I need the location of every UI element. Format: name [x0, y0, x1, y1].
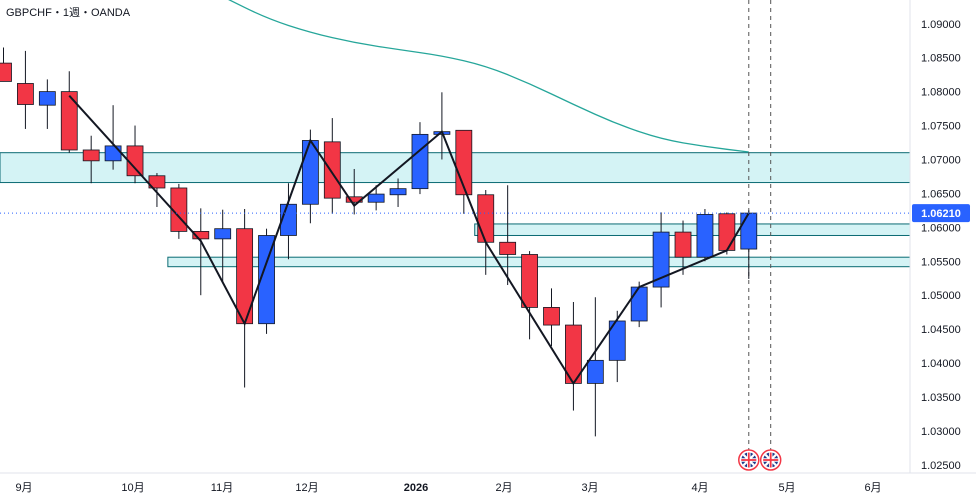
price-tick-label: 1.04500 — [921, 324, 961, 336]
price-tick-label: 1.03500 — [921, 392, 961, 404]
time-axis[interactable]: 9月 10月 11月 12月 2026 2月 3月 4月 5月 6月 — [0, 472, 976, 500]
candle-body — [389, 188, 407, 196]
candle-body — [148, 175, 166, 189]
candle-body — [630, 286, 648, 322]
candle-body — [411, 133, 429, 190]
candle[interactable] — [674, 220, 692, 275]
candle-body — [258, 235, 275, 325]
candle[interactable] — [214, 209, 232, 282]
price-tick-label: 1.05000 — [921, 290, 961, 302]
candle-body — [696, 214, 714, 258]
candle[interactable] — [236, 209, 254, 388]
candle-body — [477, 194, 495, 243]
time-tick-label: 6月 — [864, 482, 881, 494]
candle-body — [740, 212, 758, 250]
time-tick-label: 9月 — [15, 482, 32, 494]
candle-body — [323, 141, 341, 199]
moving-average-layer — [228, 0, 749, 153]
time-tick-label: 5月 — [778, 482, 795, 494]
candle-body — [104, 145, 122, 162]
candle[interactable] — [323, 118, 341, 214]
candle[interactable] — [258, 228, 275, 334]
price-tick-label: 1.08500 — [921, 53, 961, 65]
candle[interactable] — [126, 125, 144, 184]
candle[interactable] — [696, 209, 714, 262]
time-tick-label: 10月 — [121, 482, 144, 494]
uk-flag-icon[interactable] — [738, 449, 760, 471]
candle[interactable] — [499, 185, 517, 286]
candle-body — [521, 254, 538, 308]
candle[interactable] — [192, 208, 210, 296]
time-axis-background — [0, 473, 976, 500]
price-tick-label: 1.05500 — [921, 256, 961, 268]
candle[interactable] — [17, 50, 34, 129]
candle-body — [674, 231, 692, 258]
candle[interactable] — [565, 301, 582, 411]
uk-flag-icon[interactable] — [759, 449, 782, 471]
support-resistance-zone — [167, 256, 911, 268]
candle-body — [17, 83, 34, 105]
candle[interactable] — [543, 288, 560, 347]
candle[interactable] — [718, 212, 736, 255]
price-tick-label: 1.02500 — [921, 460, 961, 472]
price-tick-label: 1.09000 — [921, 19, 961, 31]
candle-body — [214, 228, 232, 240]
candle-body — [586, 359, 604, 384]
price-tick-label: 1.08000 — [921, 87, 961, 99]
candle-body — [82, 149, 100, 162]
candle[interactable] — [652, 212, 670, 308]
candles-layer[interactable] — [0, 47, 758, 437]
candle[interactable] — [60, 71, 78, 153]
candle-body — [718, 213, 736, 251]
candle[interactable] — [148, 173, 166, 207]
candle-body — [0, 62, 12, 82]
candle[interactable] — [38, 79, 56, 129]
event-icons-layer[interactable] — [738, 449, 782, 471]
candle-body — [608, 320, 626, 361]
price-badge-layer: 1.06210 — [912, 204, 970, 223]
candle[interactable] — [740, 210, 758, 279]
candle-body — [499, 241, 517, 255]
price-tick-label: 1.03000 — [921, 426, 961, 438]
zigzag-layer — [68, 95, 750, 386]
price-axis-background — [910, 0, 976, 473]
candle[interactable] — [521, 251, 538, 340]
candle[interactable] — [630, 281, 648, 328]
candle[interactable] — [608, 310, 626, 383]
time-tick-label: 2月 — [495, 482, 512, 494]
candle[interactable] — [586, 297, 604, 437]
candle-body — [367, 193, 385, 203]
price-tick-label: 1.06000 — [921, 222, 961, 234]
moving-average-line — [228, 0, 749, 153]
price-axis[interactable]: 1.09000 1.08500 1.08000 1.07500 1.07000 1.065… — [909, 0, 976, 473]
last-price-badge-text: 1.06210 — [921, 208, 961, 220]
candle-body — [652, 231, 670, 288]
candle-body — [192, 231, 210, 240]
time-tick-label: 12月 — [295, 482, 318, 494]
support-resistance-zone — [474, 223, 911, 236]
time-tick-label: 11月 — [211, 482, 233, 494]
price-tick-label: 1.07000 — [921, 154, 961, 166]
candle[interactable] — [82, 135, 100, 184]
candle-body — [60, 91, 78, 151]
candle[interactable] — [0, 47, 12, 82]
last-price-badge — [912, 204, 970, 223]
price-tick-label: 1.04000 — [921, 358, 961, 370]
zigzag-line — [68, 95, 750, 386]
candle[interactable] — [389, 178, 407, 207]
time-tick-label: 2026 — [404, 482, 428, 494]
price-tick-label: 1.07500 — [921, 121, 961, 133]
time-tick-label: 3月 — [581, 482, 598, 494]
symbol-title: GBPCHF・1週・OANDA — [6, 6, 131, 19]
time-tick-label: 4月 — [691, 482, 708, 494]
candle-body — [38, 91, 56, 106]
candle[interactable] — [367, 185, 385, 211]
price-tick-label: 1.06500 — [921, 188, 961, 200]
candle-body — [543, 307, 560, 326]
